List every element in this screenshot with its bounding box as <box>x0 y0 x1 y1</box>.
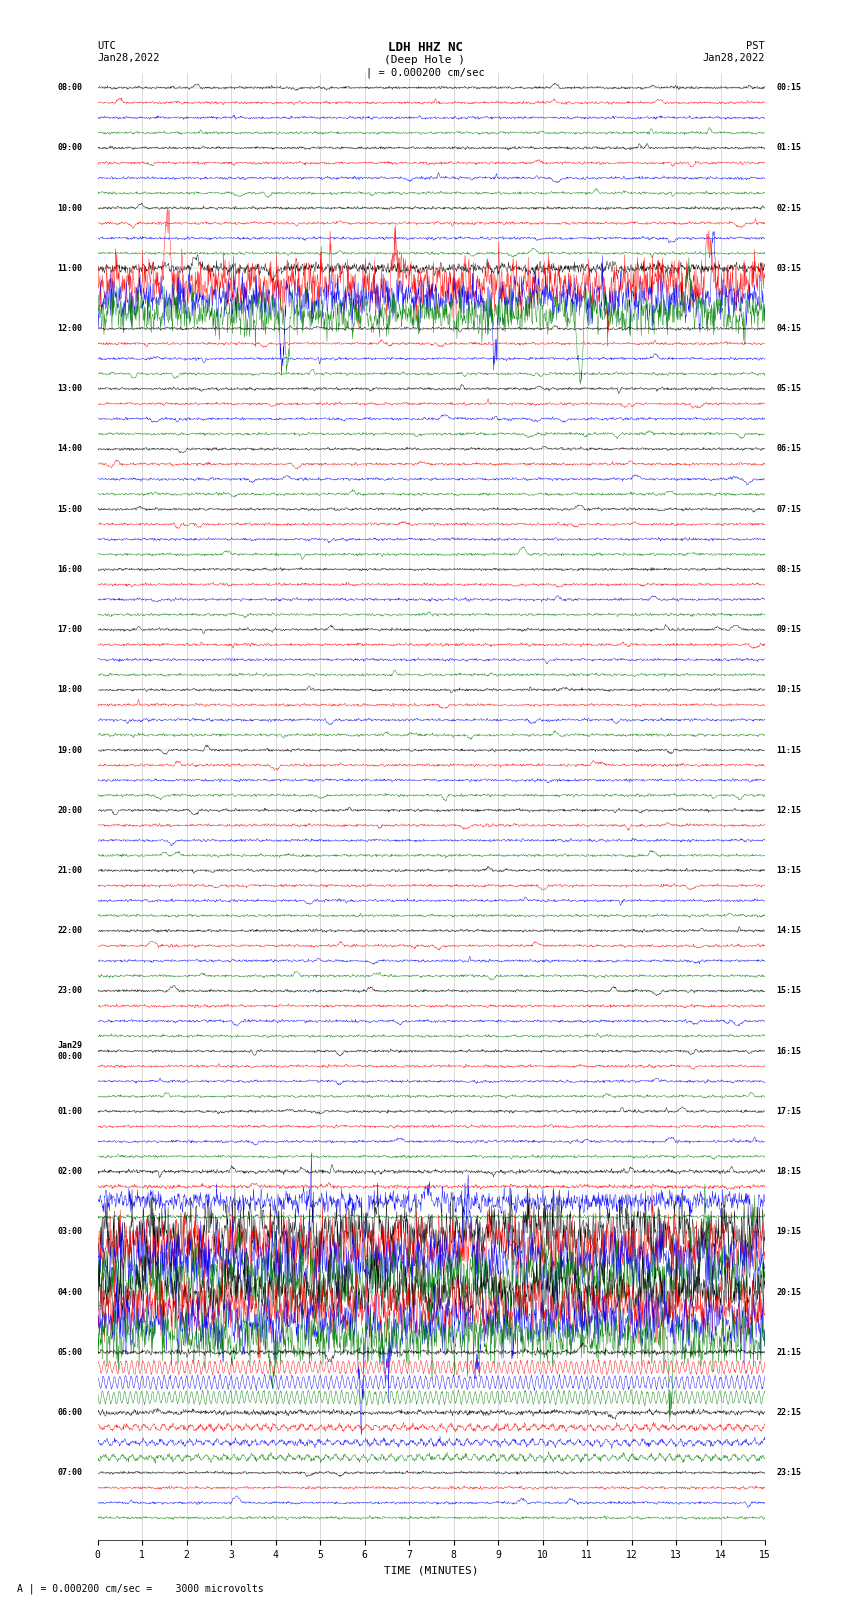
Text: 17:00: 17:00 <box>57 626 82 634</box>
Text: 19:15: 19:15 <box>776 1227 801 1236</box>
Text: 19:00: 19:00 <box>57 745 82 755</box>
Text: 03:00: 03:00 <box>57 1227 82 1236</box>
Text: A | = 0.000200 cm/sec =    3000 microvolts: A | = 0.000200 cm/sec = 3000 microvolts <box>17 1582 264 1594</box>
Text: 14:00: 14:00 <box>57 445 82 453</box>
Text: Jan28,2022: Jan28,2022 <box>702 53 765 63</box>
Text: 12:00: 12:00 <box>57 324 82 332</box>
Text: 09:00: 09:00 <box>57 144 82 152</box>
Text: 17:15: 17:15 <box>776 1107 801 1116</box>
Text: 03:15: 03:15 <box>776 265 801 273</box>
Text: 01:00: 01:00 <box>57 1107 82 1116</box>
Text: 02:15: 02:15 <box>776 203 801 213</box>
Text: 01:15: 01:15 <box>776 144 801 152</box>
Text: 23:00: 23:00 <box>57 987 82 995</box>
Text: 22:15: 22:15 <box>776 1408 801 1416</box>
Text: 22:00: 22:00 <box>57 926 82 936</box>
Text: 15:15: 15:15 <box>776 987 801 995</box>
Text: 05:15: 05:15 <box>776 384 801 394</box>
Text: PST: PST <box>746 40 765 52</box>
Text: 11:00: 11:00 <box>57 265 82 273</box>
Text: 13:15: 13:15 <box>776 866 801 874</box>
Text: 05:00: 05:00 <box>57 1348 82 1357</box>
Text: 20:00: 20:00 <box>57 806 82 815</box>
Text: 16:15: 16:15 <box>776 1047 801 1055</box>
Text: 04:15: 04:15 <box>776 324 801 332</box>
X-axis label: TIME (MINUTES): TIME (MINUTES) <box>384 1566 479 1576</box>
Text: 15:00: 15:00 <box>57 505 82 513</box>
Text: UTC: UTC <box>98 40 116 52</box>
Text: 20:15: 20:15 <box>776 1287 801 1297</box>
Text: 18:00: 18:00 <box>57 686 82 694</box>
Text: 11:15: 11:15 <box>776 745 801 755</box>
Text: 14:15: 14:15 <box>776 926 801 936</box>
Text: Jan29
00:00: Jan29 00:00 <box>57 1042 82 1061</box>
Text: (Deep Hole ): (Deep Hole ) <box>384 55 466 65</box>
Text: 06:00: 06:00 <box>57 1408 82 1416</box>
Text: 10:15: 10:15 <box>776 686 801 694</box>
Text: 21:15: 21:15 <box>776 1348 801 1357</box>
Text: 07:00: 07:00 <box>57 1468 82 1478</box>
Text: 13:00: 13:00 <box>57 384 82 394</box>
Text: 07:15: 07:15 <box>776 505 801 513</box>
Text: 00:15: 00:15 <box>776 84 801 92</box>
Text: 06:15: 06:15 <box>776 445 801 453</box>
Text: 09:15: 09:15 <box>776 626 801 634</box>
Text: 04:00: 04:00 <box>57 1287 82 1297</box>
Text: 21:00: 21:00 <box>57 866 82 874</box>
Text: 02:00: 02:00 <box>57 1168 82 1176</box>
Text: 08:00: 08:00 <box>57 84 82 92</box>
Text: | = 0.000200 cm/sec: | = 0.000200 cm/sec <box>366 68 484 79</box>
Text: 08:15: 08:15 <box>776 565 801 574</box>
Text: 23:15: 23:15 <box>776 1468 801 1478</box>
Text: 12:15: 12:15 <box>776 806 801 815</box>
Text: LDH HHZ NC: LDH HHZ NC <box>388 40 462 55</box>
Text: 10:00: 10:00 <box>57 203 82 213</box>
Text: Jan28,2022: Jan28,2022 <box>98 53 161 63</box>
Text: 16:00: 16:00 <box>57 565 82 574</box>
Text: 18:15: 18:15 <box>776 1168 801 1176</box>
